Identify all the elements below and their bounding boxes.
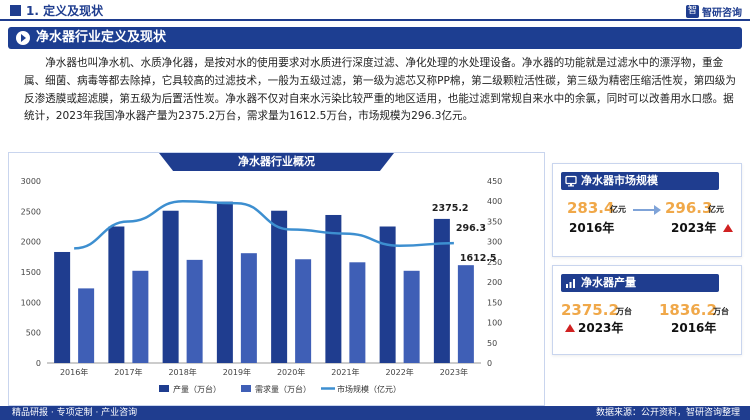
play-circle-icon: [16, 31, 30, 45]
bar-demand: [295, 259, 312, 363]
output-2016-value: 1836.2: [659, 301, 717, 319]
chart-title-bar: 净水器行业概况: [159, 153, 394, 171]
output-card-header: 净水器产量: [561, 274, 719, 292]
bar-demand: [403, 270, 420, 363]
output-card: 净水器产量 2375.2 万台 1836.2 万台 2023年 2016年: [552, 265, 742, 355]
market-size-2023-unit: 亿元: [708, 205, 724, 214]
intro-paragraph: 净水器也叫净水机、水质净化器，是按对水的使用要求对水质进行深度过滤、净化处理的水…: [24, 57, 736, 123]
output-2016-year: 2016年: [671, 321, 717, 335]
brand-logo: 智 智研咨询: [686, 3, 742, 19]
y-left-tick-label: 2000: [21, 238, 41, 247]
y-left-tick-label: 1500: [21, 268, 41, 277]
bar-demand: [240, 253, 257, 363]
bar-production: [433, 218, 450, 363]
bar-demand: [132, 270, 149, 363]
y-right-tick-label: 300: [487, 238, 502, 247]
y-right-tick-label: 100: [487, 319, 502, 328]
y-left-tick-label: 0: [36, 359, 41, 368]
output-2023-year: 2023年: [578, 321, 624, 335]
data-label: 2375.2: [432, 203, 469, 214]
output-2023-value: 2375.2: [561, 301, 619, 319]
y-right-tick-label: 400: [487, 197, 502, 206]
footer-source: 数据来源：公开资料，智研咨询整理: [595, 408, 740, 418]
y-right-tick-label: 350: [487, 217, 502, 226]
legend-label: 市场规模（亿元）: [337, 384, 401, 394]
y-left-tick-label: 1000: [21, 298, 41, 307]
y-right-tick-label: 200: [487, 278, 502, 287]
chart-title: 净水器行业概况: [238, 155, 315, 168]
legend-swatch: [241, 385, 251, 392]
bar-demand: [78, 288, 95, 363]
y-right-tick-label: 0: [487, 359, 492, 368]
market-size-card: 净水器市场规模 283.4 亿元 296.3 亿元 2016年 2023年: [552, 163, 742, 257]
top-divider: [0, 19, 750, 21]
market-size-2016-unit: 亿元: [610, 205, 626, 214]
market-size-2016-value: 283.4: [567, 199, 615, 217]
increase-arrow-icon: [723, 224, 733, 232]
x-tick-label: 2021年: [331, 367, 359, 377]
y-right-tick-label: 150: [487, 298, 502, 307]
increase-arrow-icon: [565, 324, 575, 332]
y-left-tick-label: 500: [26, 329, 41, 338]
bar-production: [54, 251, 71, 363]
headline-bar: 净水器行业定义及现状: [8, 27, 742, 49]
bar-production: [108, 226, 125, 363]
bar-production: [379, 226, 396, 363]
chart-panel: 净水器行业概况 0 500 1000 1500 2000 2500 3000 0 50 100 15…: [8, 152, 545, 406]
section-marker-icon: [10, 5, 21, 16]
bar-production: [162, 210, 179, 363]
footer-tagline: 精品研报 · 专项定制 · 产业咨询: [12, 408, 138, 418]
x-tick-label: 2019年: [223, 367, 251, 377]
output-2023-unit: 万台: [616, 307, 632, 316]
market-size-card-title: 净水器市场规模: [581, 174, 658, 187]
bar-demand: [457, 265, 474, 363]
bar-production: [271, 210, 288, 363]
y-right-tick-label: 250: [487, 258, 502, 267]
logo-mark-icon: 智: [686, 4, 699, 18]
y-right-tick-label: 450: [487, 177, 502, 186]
y-left-tick-label: 3000: [21, 177, 41, 186]
legend-label: 产量（万台）: [173, 384, 221, 394]
bar-chart-icon: [566, 279, 575, 288]
arrow-right-icon: [633, 205, 661, 215]
output-2016-unit: 万台: [713, 307, 729, 316]
legend-swatch: [159, 385, 169, 392]
x-tick-label: 2023年: [440, 367, 468, 377]
market-size-card-header: 净水器市场规模: [561, 172, 719, 190]
y-left-tick-label: 2500: [21, 207, 41, 216]
market-size-2016-year: 2016年: [569, 221, 615, 235]
market-size-line: [74, 199, 454, 250]
bar-demand: [349, 262, 366, 363]
top-bar: 1. 定义及现状 智 智研咨询: [0, 0, 750, 22]
output-card-title: 净水器产量: [581, 276, 636, 289]
x-tick-label: 2022年: [385, 367, 413, 377]
bar-production: [216, 201, 233, 363]
section-title: 1. 定义及现状: [26, 4, 104, 18]
chart-svg: 0 500 1000 1500 2000 2500 3000 0 50 100 150 200 250 3…: [21, 177, 503, 394]
monitor-icon: [565, 175, 577, 187]
x-tick-label: 2017年: [114, 367, 142, 377]
logo-text: 智研咨询: [702, 7, 742, 19]
legend-label: 需求量（万台）: [255, 384, 311, 394]
x-tick-label: 2016年: [60, 367, 88, 377]
y-right-tick-label: 50: [487, 339, 497, 348]
bar-demand: [186, 259, 203, 363]
market-size-2023-year: 2023年: [671, 221, 717, 235]
x-tick-label: 2020年: [277, 367, 305, 377]
data-label: 1612.5: [460, 253, 497, 264]
headline-title: 净水器行业定义及现状: [36, 30, 167, 45]
market-size-2023-value: 296.3: [665, 199, 713, 217]
data-label: 296.3: [456, 223, 486, 234]
footer-bar: 精品研报 · 专项定制 · 产业咨询 数据来源：公开资料，智研咨询整理: [0, 406, 750, 420]
bar-production: [325, 214, 342, 363]
x-tick-label: 2018年: [168, 367, 196, 377]
